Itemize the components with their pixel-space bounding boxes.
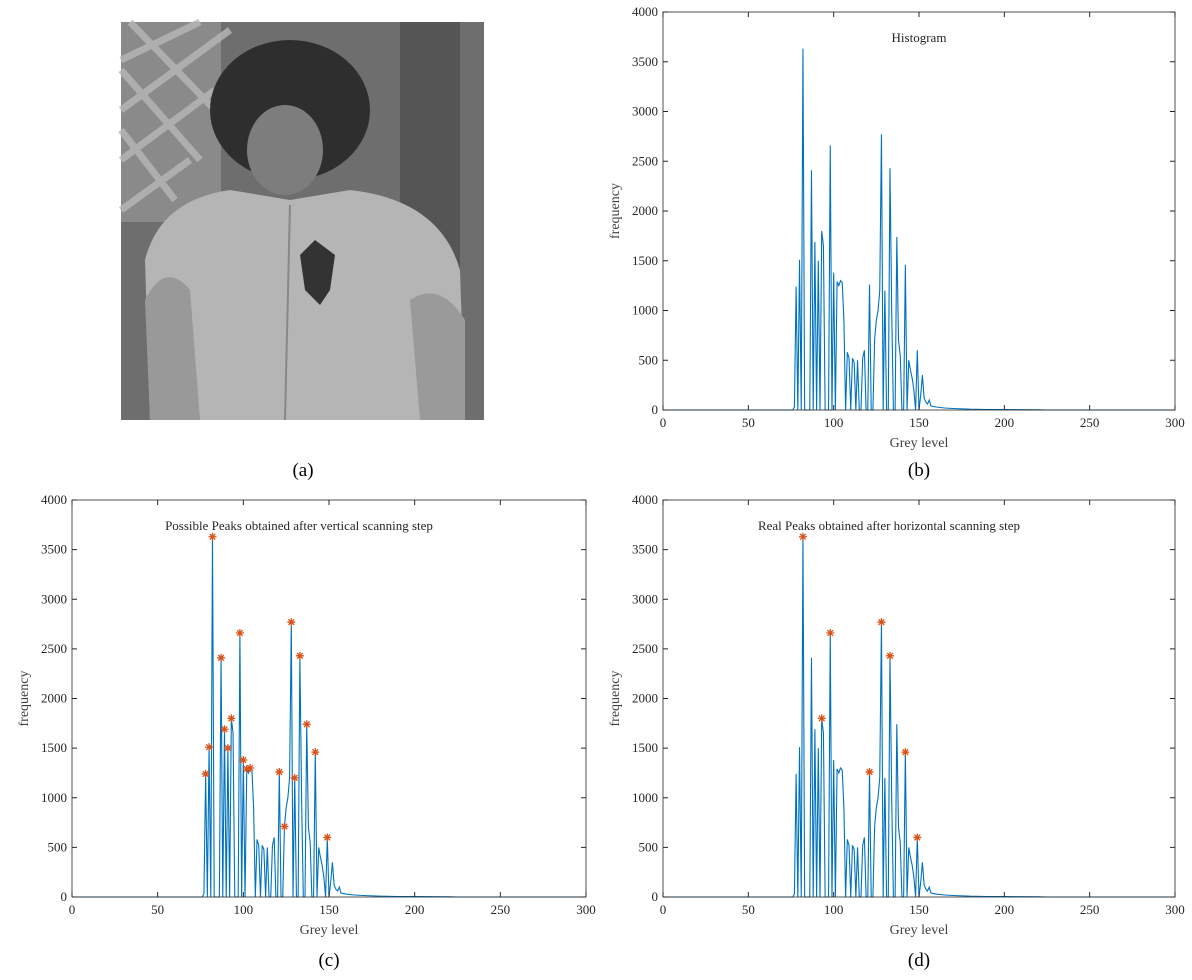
- peak-marker: [280, 822, 289, 831]
- peak-marker: [227, 714, 236, 723]
- y-tick-label: 1500: [632, 253, 658, 268]
- peak-marker: [290, 773, 299, 782]
- peak-marker: [311, 748, 320, 757]
- x-tick-label: 250: [491, 902, 511, 917]
- y-tick-label: 1000: [632, 790, 658, 805]
- x-tick-label: 150: [909, 415, 929, 430]
- chart: 0 50 100 150 200 250 3000500100015002000250030…: [608, 492, 1185, 971]
- plot-frame: [662, 11, 1176, 411]
- x-axis-label: Grey level: [890, 923, 949, 938]
- chart-title: Possible Peaks obtained after vertical s…: [165, 518, 433, 533]
- chart-title: Histogram: [892, 30, 947, 45]
- y-tick-label: 1000: [632, 303, 658, 318]
- peak-marker: [246, 763, 255, 772]
- y-tick-label: 1500: [41, 740, 67, 755]
- x-tick-label: 200: [995, 415, 1015, 430]
- y-tick-label: 0: [652, 402, 659, 417]
- panel-caption: (d): [908, 950, 930, 971]
- y-tick-label: 2500: [632, 641, 658, 656]
- y-tick-label: 2000: [41, 691, 67, 706]
- peak-marker: [287, 618, 296, 627]
- chart-title: Real Peaks obtained after horizontal sca…: [758, 518, 1020, 533]
- peak-marker: [302, 720, 311, 729]
- x-axis-label: Grey level: [890, 436, 949, 451]
- chart: 0 50 100 150 200 250 3000500100015002000250030…: [608, 4, 1185, 481]
- peak-marker: [295, 651, 304, 660]
- x-tick-label: 0: [69, 902, 76, 917]
- y-tick-label: 0: [652, 889, 659, 904]
- peak-marker: [275, 767, 284, 776]
- x-tick-label: 300: [1165, 415, 1185, 430]
- peak-marker: [220, 725, 229, 734]
- data-line: [663, 48, 1175, 411]
- peak-marker: [242, 764, 251, 773]
- y-axis-label: frequency: [608, 671, 623, 727]
- y-tick-label: 3000: [632, 104, 658, 119]
- y-tick-label: 0: [61, 889, 68, 904]
- x-tick-label: 100: [234, 902, 254, 917]
- peak-marker: [223, 744, 232, 753]
- peak-marker: [201, 769, 210, 778]
- peak-marker: [913, 833, 922, 842]
- x-tick-label: 100: [824, 902, 844, 917]
- x-tick-label: 300: [1165, 902, 1185, 917]
- peak-marker: [217, 653, 226, 662]
- x-tick-label: 50: [742, 902, 755, 917]
- y-tick-label: 1500: [632, 740, 658, 755]
- y-tick-label: 500: [639, 352, 659, 367]
- peak-marker: [235, 628, 244, 637]
- panel-caption: (c): [318, 950, 339, 971]
- peak-marker: [208, 532, 217, 541]
- peak-marker: [205, 743, 214, 752]
- x-tick-label: 250: [1080, 902, 1100, 917]
- y-tick-label: 4000: [41, 492, 67, 507]
- y-tick-label: 500: [639, 839, 659, 854]
- y-tick-label: 2500: [632, 153, 658, 168]
- peak-marker: [239, 756, 248, 765]
- y-tick-label: 2000: [632, 691, 658, 706]
- y-tick-label: 3000: [41, 591, 67, 606]
- x-tick-label: 100: [824, 415, 844, 430]
- y-tick-label: 4000: [632, 4, 658, 19]
- y-tick-label: 500: [48, 839, 68, 854]
- x-tick-label: 250: [1080, 415, 1100, 430]
- chart: 0 50 100 150 200 250 3000500100015002000250030…: [17, 492, 596, 971]
- data-line: [663, 536, 1175, 898]
- y-tick-label: 3500: [41, 542, 67, 557]
- y-tick-label: 4000: [632, 492, 658, 507]
- y-tick-label: 3500: [632, 54, 658, 69]
- x-tick-label: 300: [576, 902, 596, 917]
- y-axis-label: frequency: [608, 183, 623, 239]
- x-tick-label: 50: [742, 415, 755, 430]
- x-tick-label: 0: [660, 902, 667, 917]
- y-tick-label: 1000: [41, 790, 67, 805]
- peak-marker: [826, 628, 835, 637]
- peak-marker: [323, 833, 332, 842]
- x-tick-label: 50: [151, 902, 164, 917]
- x-tick-label: 200: [405, 902, 425, 917]
- panel-caption: (b): [908, 460, 930, 481]
- y-tick-label: 2500: [41, 641, 67, 656]
- y-tick-label: 3500: [632, 542, 658, 557]
- panel-caption: (a): [292, 460, 313, 481]
- peak-marker: [877, 618, 886, 627]
- peak-marker: [817, 714, 826, 723]
- peak-marker: [798, 532, 807, 541]
- y-tick-label: 3000: [632, 591, 658, 606]
- x-axis-label: Grey level: [300, 923, 359, 938]
- x-tick-label: 200: [995, 902, 1015, 917]
- x-tick-label: 0: [660, 415, 667, 430]
- x-tick-label: 150: [909, 902, 929, 917]
- y-axis-label: frequency: [17, 671, 32, 727]
- peak-marker: [901, 748, 910, 757]
- data-line: [72, 536, 586, 898]
- x-tick-label: 150: [319, 902, 339, 917]
- y-tick-label: 2000: [632, 203, 658, 218]
- peak-marker: [865, 767, 874, 776]
- photo: [118, 18, 484, 421]
- peak-marker: [885, 651, 894, 660]
